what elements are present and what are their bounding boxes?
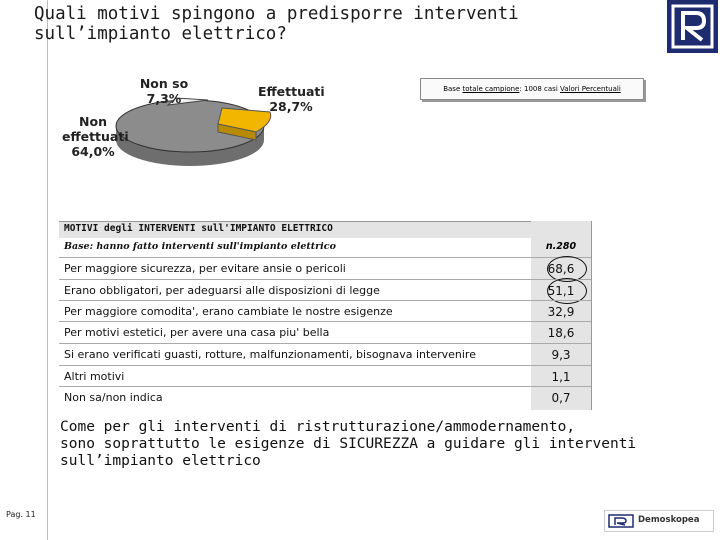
table-row-label: Erano obbligatori, per adeguarsi alle di…: [64, 284, 380, 297]
table-row: [59, 300, 591, 322]
table-base-n: n.280: [545, 241, 577, 252]
table-row-value: 9,3: [551, 348, 571, 362]
table-row-value: 18,6: [547, 326, 575, 340]
footer-logo-icon: [608, 514, 634, 528]
conclusion-text: Come per gli interventi di ristrutturazi…: [60, 419, 637, 469]
footer-logo: [604, 510, 714, 532]
pie-slice-non-so: [166, 97, 209, 106]
highlight-circle: [547, 278, 587, 304]
table-row: [59, 279, 591, 301]
brand-logo-icon: [671, 4, 714, 49]
table-row-label: Per motivi estetici, per avere una casa …: [64, 326, 330, 339]
page-title: Quali motivi spingono a predisporre inte…: [34, 4, 654, 44]
table-row-value: 1,1: [551, 370, 571, 384]
table-header-bar: [59, 221, 591, 238]
table-row-value: 32,9: [547, 305, 575, 319]
table-row: [59, 321, 591, 343]
pie-label-non-effettuati: Non effettuati 64,0%: [62, 114, 129, 159]
pie-label-effettuati: Effettuati 28,7%: [258, 84, 325, 114]
table-row: [59, 386, 591, 408]
table-base-label: Base: hanno fatto interventi sull'impian…: [64, 241, 336, 252]
page-title-line2: sull’impianto elettrico?: [34, 24, 287, 44]
table-row-label: Per maggiore comodita', erano cambiate l…: [64, 305, 393, 318]
pie-chart: [60, 76, 360, 186]
brand-logo: [667, 0, 718, 53]
page-title-line1: Quali motivi spingono a predisporre inte…: [34, 4, 519, 24]
table-row-value: 0,7: [551, 391, 571, 405]
base-note: Base totale campione: 1008 casi Valori P…: [420, 78, 644, 100]
table-header-label: MOTIVI degli INTERVENTI sull'IMPIANTO EL…: [64, 223, 333, 234]
left-sidebar-stripe: [0, 0, 48, 540]
table-row: [59, 257, 591, 279]
footer-brand: Demoskopea: [638, 515, 700, 525]
page-number: Pag. 11: [6, 510, 36, 519]
pie-chart-svg: [115, 97, 272, 166]
pie-label-non-so: Non so 7,3%: [139, 76, 189, 106]
table-row-label: Non sa/non indica: [64, 391, 163, 404]
value-column: [531, 221, 592, 410]
table-row: [59, 343, 591, 365]
table-row-label: Altri motivi: [64, 370, 125, 383]
table-row-label: Per maggiore sicurezza, per evitare ansi…: [64, 262, 346, 275]
table-row: [59, 365, 591, 387]
table-row-label: Si erano verificati guasti, rotture, mal…: [64, 348, 476, 361]
